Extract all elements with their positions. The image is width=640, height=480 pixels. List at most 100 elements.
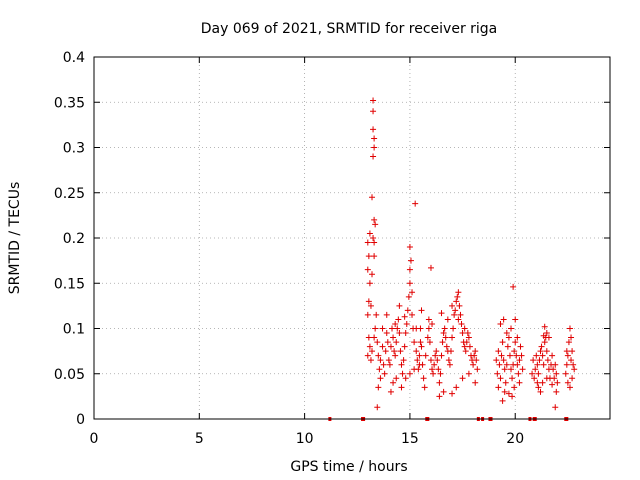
- data-point: [387, 343, 394, 350]
- data-point: [497, 375, 504, 382]
- data-point: [553, 370, 560, 377]
- data-point: [535, 384, 542, 391]
- data-point: [417, 339, 424, 346]
- data-point: [372, 221, 379, 228]
- data-point: [369, 271, 376, 278]
- data-point: [514, 361, 521, 368]
- data-point: [515, 370, 522, 377]
- data-point: [375, 352, 382, 359]
- x-tick-label: 0: [90, 431, 99, 447]
- data-point: [461, 343, 468, 350]
- data-point: [371, 144, 378, 151]
- data-point: [501, 366, 508, 373]
- data-point: [374, 339, 381, 346]
- data-point: [374, 404, 381, 411]
- data-point: [550, 366, 557, 373]
- axis-ticks: 0 0.05 0.1 0.15 0.2 0.25 0.3 0.35 0.4 0 5 10 15 20: [54, 50, 610, 447]
- data-point: [370, 235, 377, 241]
- x-axis-label: GPS time / hours: [290, 459, 407, 475]
- data-point: [471, 352, 478, 359]
- data-point: [494, 370, 501, 377]
- data-point: [379, 325, 386, 332]
- x-tick-label: 10: [296, 431, 314, 447]
- data-point: [472, 379, 479, 386]
- data-point: [429, 320, 436, 327]
- data-point: [513, 352, 520, 359]
- data-point: [568, 334, 575, 341]
- data-point: [390, 334, 397, 341]
- data-point: [554, 379, 561, 386]
- data-point: [463, 339, 470, 346]
- data-point: [405, 293, 412, 300]
- data-point: [512, 316, 519, 323]
- data-point: [404, 307, 411, 314]
- data-point: [566, 325, 573, 332]
- data-point: [466, 343, 473, 350]
- data-point: [365, 253, 372, 260]
- data-point: [539, 379, 546, 386]
- y-tick-label: 0.3: [63, 141, 85, 157]
- data-point: [366, 280, 373, 287]
- data-point: [447, 348, 454, 355]
- data-point: [451, 311, 458, 318]
- data-point: [371, 216, 378, 223]
- data-point: [464, 330, 471, 337]
- data-point: [552, 361, 559, 368]
- data-point: [505, 390, 512, 397]
- data-point: [364, 311, 371, 318]
- data-point: [543, 348, 550, 355]
- data-point: [400, 357, 407, 364]
- data-point: [370, 97, 377, 104]
- data-point: [443, 343, 450, 350]
- data-point: [539, 352, 546, 359]
- data-point: [392, 320, 399, 327]
- data-point: [413, 325, 420, 332]
- data-point: [453, 298, 460, 305]
- data-point: [364, 239, 371, 246]
- data-point: [530, 357, 537, 364]
- y-tick-label: 0: [76, 412, 85, 428]
- data-point: [537, 388, 544, 395]
- data-point: [537, 348, 544, 355]
- data-point: [384, 339, 391, 346]
- data-point: [416, 352, 423, 359]
- data-point: [383, 330, 390, 337]
- data-point: [549, 381, 556, 388]
- data-point: [394, 325, 401, 332]
- data-point: [470, 361, 477, 368]
- data-point: [398, 384, 405, 391]
- data-point: [529, 370, 536, 377]
- data-point: [511, 348, 518, 355]
- data-point: [412, 200, 419, 207]
- data-point: [377, 375, 384, 382]
- data-point: [370, 126, 377, 133]
- data-point: [435, 366, 442, 373]
- data-point: [367, 357, 374, 364]
- data-point: [382, 348, 389, 355]
- data-point: [562, 370, 569, 377]
- data-point: [436, 379, 443, 386]
- data-point: [371, 253, 378, 260]
- data-point: [459, 375, 466, 382]
- data-point: [564, 352, 571, 359]
- data-point: [372, 325, 379, 332]
- data-point: [505, 334, 512, 341]
- data-point: [367, 302, 374, 309]
- data-point: [514, 334, 521, 341]
- data-point: [406, 266, 413, 273]
- data-point: [503, 361, 510, 368]
- data-point: [543, 375, 550, 382]
- x-tick-label: 20: [506, 431, 524, 447]
- data-point: [411, 339, 418, 346]
- x-tick-label: 5: [195, 431, 204, 447]
- data-point: [409, 289, 416, 296]
- data-point: [387, 388, 394, 395]
- data-point: [472, 348, 479, 355]
- data-point: [531, 375, 538, 382]
- data-point: [438, 352, 445, 359]
- data-point: [541, 339, 548, 346]
- data-point: [434, 357, 441, 364]
- data-point: [376, 366, 383, 373]
- data-point: [422, 352, 429, 359]
- data-point: [402, 330, 409, 337]
